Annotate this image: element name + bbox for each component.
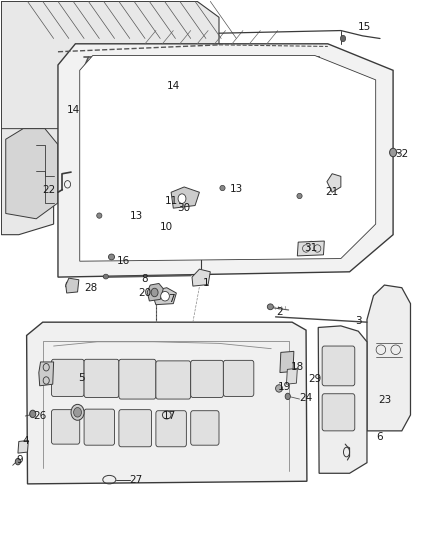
Ellipse shape [30, 410, 36, 418]
Polygon shape [280, 351, 294, 373]
Text: 2: 2 [277, 306, 283, 317]
Text: 17: 17 [162, 411, 176, 421]
Text: 30: 30 [178, 203, 191, 213]
Polygon shape [18, 440, 28, 453]
Ellipse shape [390, 148, 396, 157]
Text: 6: 6 [377, 432, 383, 442]
FancyBboxPatch shape [119, 410, 152, 447]
Text: 4: 4 [22, 437, 28, 447]
FancyBboxPatch shape [51, 359, 84, 397]
Ellipse shape [220, 185, 225, 191]
Polygon shape [1, 2, 219, 235]
Ellipse shape [151, 288, 158, 297]
Text: 22: 22 [42, 184, 55, 195]
Polygon shape [6, 128, 58, 219]
FancyBboxPatch shape [84, 409, 115, 445]
Text: 7: 7 [168, 294, 174, 304]
Text: 14: 14 [67, 105, 80, 115]
Text: 28: 28 [84, 282, 97, 293]
Text: 31: 31 [304, 244, 317, 254]
Ellipse shape [340, 35, 346, 42]
Text: 29: 29 [308, 374, 321, 384]
Polygon shape [58, 44, 393, 277]
Text: 3: 3 [355, 316, 362, 326]
Polygon shape [27, 322, 307, 484]
FancyBboxPatch shape [84, 359, 119, 398]
FancyBboxPatch shape [156, 411, 186, 447]
Text: 19: 19 [278, 382, 291, 392]
Text: 27: 27 [130, 475, 143, 484]
FancyBboxPatch shape [191, 360, 223, 398]
Text: 8: 8 [142, 274, 148, 284]
Ellipse shape [297, 193, 302, 199]
Text: 18: 18 [291, 362, 304, 372]
Text: 14: 14 [167, 81, 180, 91]
Text: 32: 32 [395, 149, 408, 159]
Text: 13: 13 [130, 211, 143, 221]
Ellipse shape [178, 194, 186, 204]
Polygon shape [154, 288, 177, 305]
FancyBboxPatch shape [322, 394, 355, 431]
Ellipse shape [285, 393, 290, 400]
Text: 16: 16 [117, 256, 130, 266]
Polygon shape [171, 187, 199, 208]
Polygon shape [66, 278, 79, 293]
Ellipse shape [97, 213, 102, 218]
FancyBboxPatch shape [223, 360, 254, 397]
Polygon shape [147, 284, 163, 301]
Polygon shape [39, 362, 53, 386]
FancyBboxPatch shape [191, 411, 219, 445]
Ellipse shape [15, 458, 21, 465]
Ellipse shape [161, 292, 170, 301]
Text: 26: 26 [33, 411, 46, 421]
FancyBboxPatch shape [156, 361, 191, 399]
Ellipse shape [74, 408, 81, 417]
Polygon shape [327, 174, 341, 192]
Ellipse shape [103, 274, 109, 279]
Text: 5: 5 [78, 373, 85, 383]
Ellipse shape [109, 254, 115, 260]
FancyBboxPatch shape [51, 410, 80, 444]
Text: 24: 24 [300, 393, 313, 403]
Text: 1: 1 [203, 278, 209, 288]
FancyBboxPatch shape [119, 359, 156, 399]
Text: 15: 15 [358, 22, 371, 32]
Polygon shape [80, 55, 376, 261]
Ellipse shape [276, 385, 283, 392]
Text: 20: 20 [138, 288, 152, 298]
Text: 13: 13 [230, 184, 243, 194]
Polygon shape [297, 241, 324, 256]
Ellipse shape [71, 405, 84, 420]
Text: 10: 10 [160, 222, 173, 232]
Polygon shape [286, 368, 297, 384]
Text: 21: 21 [325, 187, 339, 197]
Ellipse shape [267, 304, 273, 310]
FancyBboxPatch shape [322, 346, 355, 386]
Text: 9: 9 [17, 455, 23, 465]
Polygon shape [367, 285, 410, 431]
Text: 23: 23 [378, 395, 391, 405]
Polygon shape [192, 269, 210, 286]
Text: 11: 11 [165, 196, 178, 206]
Polygon shape [318, 326, 367, 473]
